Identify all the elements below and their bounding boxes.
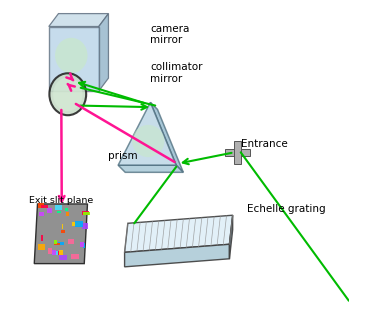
Bar xyxy=(58,250,63,255)
Bar xyxy=(55,205,62,210)
Bar xyxy=(38,203,44,208)
Polygon shape xyxy=(118,165,183,172)
Bar xyxy=(75,221,83,227)
Bar xyxy=(47,208,52,213)
Polygon shape xyxy=(49,27,99,91)
Bar xyxy=(54,240,57,244)
Bar xyxy=(66,208,68,211)
Bar xyxy=(225,149,250,156)
Bar xyxy=(62,224,63,229)
Bar xyxy=(58,251,63,255)
Bar xyxy=(66,212,69,216)
Polygon shape xyxy=(49,14,108,27)
Bar xyxy=(48,248,52,254)
Polygon shape xyxy=(150,102,183,172)
Bar xyxy=(70,254,79,259)
Bar xyxy=(82,223,88,228)
Text: Exit slit plane: Exit slit plane xyxy=(29,196,94,205)
Ellipse shape xyxy=(132,125,164,157)
Polygon shape xyxy=(124,244,230,267)
Bar xyxy=(52,251,58,255)
Bar xyxy=(41,205,48,208)
Bar xyxy=(72,222,80,226)
Ellipse shape xyxy=(50,73,86,115)
Bar xyxy=(80,242,84,247)
Text: camera
mirror: camera mirror xyxy=(150,24,190,45)
Text: prism: prism xyxy=(108,151,138,161)
Text: collimator
mirror: collimator mirror xyxy=(150,63,203,84)
Bar xyxy=(39,212,44,215)
Polygon shape xyxy=(118,102,176,165)
Ellipse shape xyxy=(53,77,82,111)
Polygon shape xyxy=(99,14,108,91)
Text: Entrance: Entrance xyxy=(241,139,288,149)
Bar xyxy=(58,255,67,260)
Bar xyxy=(82,211,89,215)
Text: Echelle grating: Echelle grating xyxy=(247,204,326,214)
Bar xyxy=(83,212,90,215)
Bar xyxy=(41,236,44,241)
Polygon shape xyxy=(124,215,232,252)
Bar xyxy=(57,211,61,214)
Polygon shape xyxy=(34,204,87,264)
Bar xyxy=(38,244,45,250)
Bar xyxy=(54,243,60,246)
Bar xyxy=(61,230,65,233)
Polygon shape xyxy=(230,215,232,259)
Bar xyxy=(53,250,56,255)
Ellipse shape xyxy=(55,38,87,73)
Bar xyxy=(69,239,74,244)
Bar xyxy=(83,243,85,248)
Bar xyxy=(58,242,64,245)
Bar xyxy=(234,141,241,164)
